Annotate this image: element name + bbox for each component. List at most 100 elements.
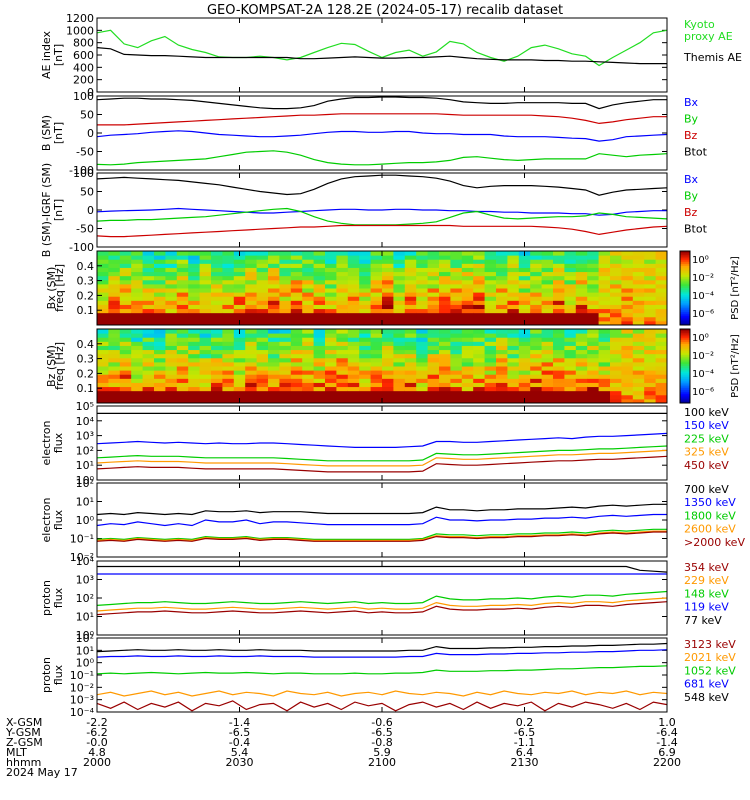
heatmap-cell [142,283,155,289]
heatmap-cell [279,333,292,338]
heatmap-cell [393,263,406,268]
heatmap-cell [473,292,486,297]
y-tick-label: 100 [73,90,94,103]
heatmap-cell [370,394,383,400]
heatmap-cell [439,353,451,359]
ephemeris-value: 5.4 [231,746,249,759]
heatmap-cell [427,329,440,334]
heatmap-cell [256,283,269,289]
heatmap-cell [131,361,144,367]
heatmap-cell [165,320,178,326]
heatmap-cell [142,329,155,334]
heatmap-cell [176,267,189,273]
heatmap-cell [553,296,565,301]
colorbar-segment [680,377,690,380]
heatmap-cell [233,316,246,322]
heatmap-cell [416,275,429,281]
heatmap-cell [97,361,109,367]
heatmap-cell [211,312,223,318]
heatmap-cell [610,275,622,281]
heatmap-cell [256,382,269,388]
heatmap-cell [347,366,360,371]
heatmap-cell [233,279,246,285]
legend-entry: 1052 keV [684,664,736,677]
heatmap-cell [154,390,166,396]
heatmap-cell [575,275,588,281]
heatmap-cell [473,329,486,334]
heatmap-cell [553,329,565,334]
heatmap-cell [598,267,611,273]
heatmap-cell [119,349,132,355]
heatmap-cell [416,374,429,379]
heatmap-cell [553,353,565,359]
heatmap-cell [302,345,315,351]
heatmap-cell [359,333,372,338]
heatmap-cell [325,312,337,318]
heatmap-cell [507,275,520,281]
heatmap-cell [211,263,223,268]
heatmap-cell [621,361,634,367]
heatmap-cell [484,259,497,264]
heatmap-cell [325,300,337,305]
heatmap-cell [188,251,201,256]
heatmap-cell [165,251,178,256]
colorbar-segment [680,330,690,334]
heatmap-cell [131,374,144,379]
heatmap-cell [553,390,565,396]
heatmap-cell [165,390,178,396]
heatmap-cell [404,267,417,273]
colorbar-segment [680,364,690,367]
heatmap-cell [233,345,246,351]
heatmap-cell [404,259,417,264]
y-axis-label: B (SM)-IGRF (SM) [40,163,53,257]
heatmap-cell [484,337,497,342]
heatmap-cell [393,366,406,371]
heatmap-cell [518,370,531,375]
heatmap-cell [336,382,349,388]
heatmap-cell [188,259,201,264]
heatmap-cell [302,320,315,326]
heatmap-cell [119,341,132,346]
heatmap-cell [268,279,280,285]
heatmap-cell [553,370,565,375]
heatmap-cell [587,361,600,367]
heatmap-cell [393,316,406,322]
heatmap-cell [530,304,543,310]
heatmap-cell [347,386,360,392]
heatmap-cell [165,263,178,268]
heatmap-cell [461,349,474,355]
heatmap-cell [553,267,565,273]
heatmap-cell [393,308,406,314]
heatmap-cell [199,349,212,355]
heatmap-cell [154,370,166,375]
heatmap-cell [119,370,132,375]
heatmap-cell [165,386,178,392]
heatmap-cell [461,320,474,326]
y-tick-label: 10⁻⁴ [70,706,95,719]
heatmap-cell [598,279,611,285]
heatmap-cell [553,378,565,383]
heatmap-cell [610,267,622,273]
heatmap-cell [610,398,622,404]
heatmap-cell [154,357,166,363]
ephemeris-value: -1.4 [656,736,677,749]
heatmap-cell [598,255,611,260]
heatmap-cell [325,259,337,264]
heatmap-cell [279,300,292,305]
heatmap-cell [439,300,451,305]
heatmap-cell [154,255,166,260]
legend-entry: Btot [684,223,708,236]
heatmap-cell [97,263,109,268]
heatmap-cell [427,283,440,289]
heatmap-cell [461,300,474,305]
heatmap-cell [165,271,178,277]
colorbar-segment [680,334,690,337]
heatmap-cell [575,296,588,301]
heatmap-cell [313,255,326,260]
heatmap-cell [347,357,360,363]
heatmap-cell [370,312,383,318]
heatmap-cell [108,366,121,371]
heatmap-cell [108,333,121,338]
heatmap-cell [530,357,543,363]
